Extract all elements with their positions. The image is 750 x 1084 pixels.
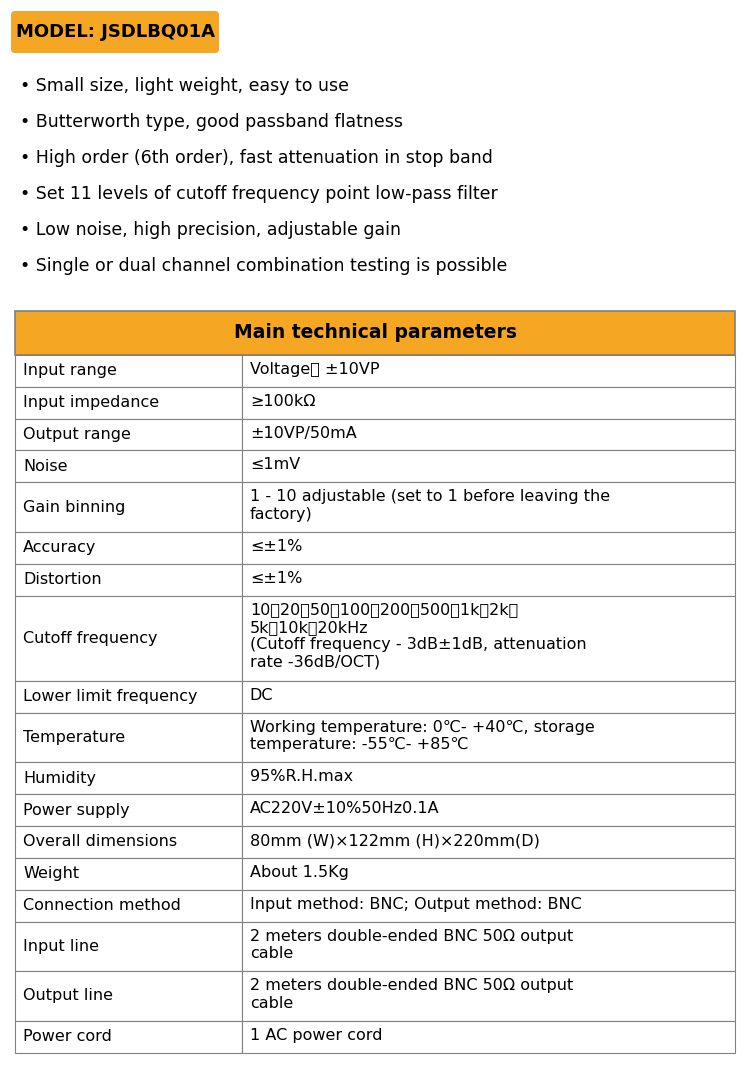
Bar [242,681,735,712]
Bar [15,595,242,681]
Bar [242,1021,735,1053]
Bar [15,795,242,826]
Bar [242,451,735,482]
Bar [15,311,735,354]
Text: Accuracy: Accuracy [23,540,96,555]
Text: • Small size, light weight, easy to use: • Small size, light weight, easy to use [20,77,349,95]
Bar [15,451,242,482]
Text: 10、20、50、100、200、500、1k、2k、
5k、10k、20kHz
(Cutoff frequency - 3dB±1dB, attenuatio: 10、20、50、100、200、500、1k、2k、 5k、10k、20kHz… [250,603,586,670]
Text: About 1.5Kg: About 1.5Kg [250,865,349,880]
Bar [15,1021,242,1053]
Text: Input line: Input line [23,939,99,954]
Text: • High order (6th order), fast attenuation in stop band: • High order (6th order), fast attenuati… [20,149,493,167]
Text: Gain binning: Gain binning [23,500,125,515]
Text: ≤1mV: ≤1mV [250,457,300,473]
Bar [242,595,735,681]
Text: Input impedance: Input impedance [23,396,159,410]
Text: Connection method: Connection method [23,898,181,913]
Bar [242,826,735,857]
Bar [15,762,242,795]
Bar [15,564,242,595]
Bar [15,681,242,712]
Bar [242,971,735,1021]
Bar [242,857,735,890]
FancyBboxPatch shape [11,11,219,53]
Text: Input method: BNC; Output method: BNC: Input method: BNC; Output method: BNC [250,896,581,912]
Text: 2 meters double-ended BNC 50Ω output
cable: 2 meters double-ended BNC 50Ω output cab… [250,929,573,960]
Bar [242,387,735,418]
Text: 95%R.H.max: 95%R.H.max [250,770,353,785]
Text: • Butterworth type, good passband flatness: • Butterworth type, good passband flatne… [20,113,403,131]
Bar [15,826,242,857]
Bar [15,921,242,971]
Text: Humidity: Humidity [23,771,96,786]
Bar [242,795,735,826]
Bar [242,418,735,451]
Text: Weight: Weight [23,866,80,881]
Text: Main technical parameters: Main technical parameters [233,323,517,343]
Text: • Low noise, high precision, adjustable gain: • Low noise, high precision, adjustable … [20,221,401,238]
Text: Power supply: Power supply [23,802,130,817]
Text: Power cord: Power cord [23,1029,112,1044]
Bar [242,921,735,971]
Bar [242,890,735,921]
Text: Output range: Output range [23,427,130,442]
Text: • Set 11 levels of cutoff frequency point low-pass filter: • Set 11 levels of cutoff frequency poin… [20,185,498,203]
Bar [242,564,735,595]
Text: Output line: Output line [23,989,113,1004]
Bar [242,482,735,532]
Text: 2 meters double-ended BNC 50Ω output
cable: 2 meters double-ended BNC 50Ω output cab… [250,978,573,1010]
Text: 1 - 10 adjustable (set to 1 before leaving the
factory): 1 - 10 adjustable (set to 1 before leavi… [250,489,610,521]
Text: 1 AC power cord: 1 AC power cord [250,1028,382,1043]
Text: ±10VP/50mA: ±10VP/50mA [250,426,356,441]
Text: ≤±1%: ≤±1% [250,571,302,585]
Text: Overall dimensions: Overall dimensions [23,835,177,850]
Bar [15,482,242,532]
Text: Lower limit frequency: Lower limit frequency [23,689,197,705]
Text: Cutoff frequency: Cutoff frequency [23,631,158,646]
Bar [242,762,735,795]
Bar [242,354,735,387]
Bar [15,857,242,890]
Bar [15,890,242,921]
Text: AC220V±10%50Hz0.1A: AC220V±10%50Hz0.1A [250,801,440,816]
Text: ≤±1%: ≤±1% [250,539,302,554]
Text: • Single or dual channel combination testing is possible: • Single or dual channel combination tes… [20,257,507,275]
Text: Distortion: Distortion [23,572,102,588]
Text: DC: DC [250,688,273,702]
Text: ≥100kΩ: ≥100kΩ [250,393,315,409]
Text: Working temperature: 0℃- +40℃, storage
temperature: -55℃- +85℃: Working temperature: 0℃- +40℃, storage t… [250,720,595,752]
Bar [15,387,242,418]
Text: Temperature: Temperature [23,730,125,745]
Bar [15,354,242,387]
Bar [15,532,242,564]
Bar [15,971,242,1021]
Text: Voltage： ±10VP: Voltage： ±10VP [250,362,380,377]
Bar [15,712,242,762]
Text: Input range: Input range [23,363,117,378]
Bar [242,712,735,762]
Text: Noise: Noise [23,459,68,474]
Text: MODEL: JSDLBQ01A: MODEL: JSDLBQ01A [16,23,214,41]
Bar [242,532,735,564]
Text: 80mm (W)×122mm (H)×220mm(D): 80mm (W)×122mm (H)×220mm(D) [250,833,540,848]
Bar [15,418,242,451]
